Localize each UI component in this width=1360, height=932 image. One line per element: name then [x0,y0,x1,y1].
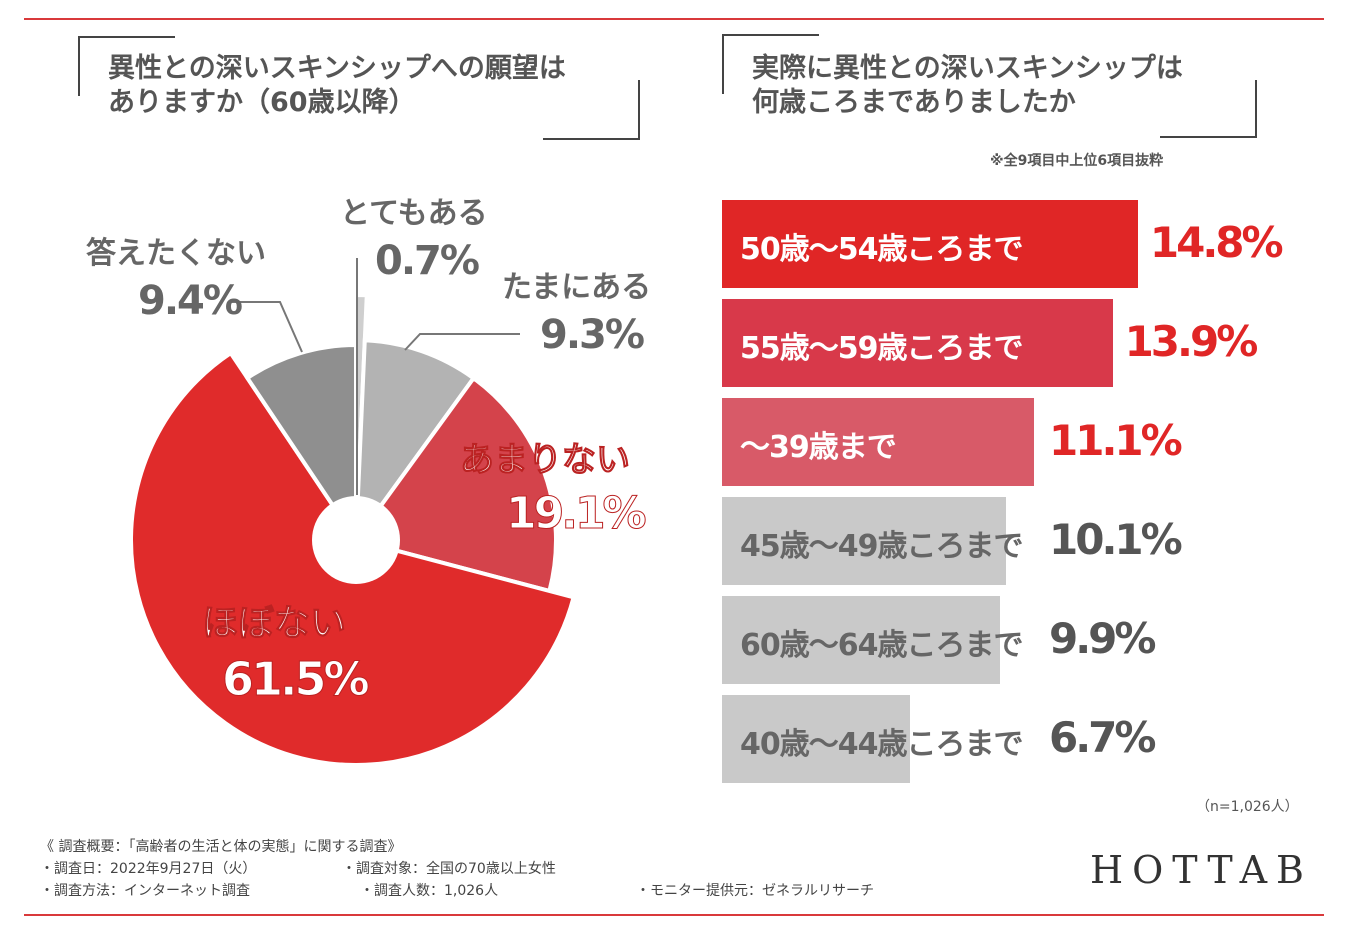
bar [722,596,1001,684]
pie-label: あまりない [460,440,631,481]
pie-value: 61.5% [222,652,371,707]
leader-line [404,333,520,351]
pie-slice [353,338,477,547]
survey-target: ・調査対象：全国の70歳以上女性 [342,861,556,877]
pie-value: 19.1% [506,488,648,540]
bar-label: 55歳〜59歳ころまで [740,331,1023,366]
bar-value: 6.7% [1049,713,1156,762]
pie-value: 9.3% [540,312,645,358]
sample-size: （n=1,026人） [1196,799,1299,815]
bar-value: 10.1% [1049,515,1183,564]
note: ※全9項目中上位6項目抜粋 [990,153,1164,169]
bar-label: 50歳〜54歳ころまで [740,232,1023,267]
pie-label: ほぼない [201,603,347,645]
pie-hole [312,496,400,584]
bar-label: 45歳〜49歳ころまで [740,529,1023,564]
bar [722,200,1138,288]
bar-value: 14.8% [1149,218,1284,267]
bar [722,398,1034,486]
pie-chart [129,258,577,767]
survey-provider: ・モニター提供元：ゼネラルリサーチ [636,883,874,899]
bar [722,299,1113,387]
survey-date: ・調査日：2022年9月27日（火） [40,861,257,877]
bar-value: 9.9% [1049,614,1156,663]
bar-value: 11.1% [1049,416,1183,465]
bar-label: 40歳〜44歳ころまで [740,727,1023,762]
bottom-rule [24,914,1324,916]
bar [722,695,911,783]
bar-label: 60歳〜64歳ころまで [740,628,1023,663]
bracket-open [722,34,819,94]
survey-count: ・調査人数：1,026人 [360,883,499,899]
bracket-close [1160,80,1257,138]
pie-slice [244,342,358,547]
pie-label: たまにある [502,270,652,305]
top-rule [24,18,1324,20]
leader-line [230,301,303,353]
survey-heading: 《 調査概要：「高齢者の生活と体の実態」に関する調査》 [40,839,402,855]
pie-slice [352,375,558,594]
bar-label: 〜39歳まで [740,430,897,465]
pie-label: 答えたくない [86,236,266,271]
bracket-open [78,36,175,96]
bar [722,497,1006,585]
survey-method: ・調査方法：インターネット調査 [40,883,250,899]
pie-value: 0.7% [375,238,480,284]
left-chart-title: 異性との深いスキンシップへの願望は ありますか（60歳以降） [108,53,566,118]
right-chart-title: 実際に異性との深いスキンシップは 何歳ころまでありましたか [752,53,1183,118]
pie-value: 9.4% [138,278,243,324]
bracket-close [543,80,640,140]
pie-label: とてもある [340,196,488,231]
bar-value: 13.9% [1124,317,1259,366]
brand-logo: HOTTAB [1090,848,1313,892]
